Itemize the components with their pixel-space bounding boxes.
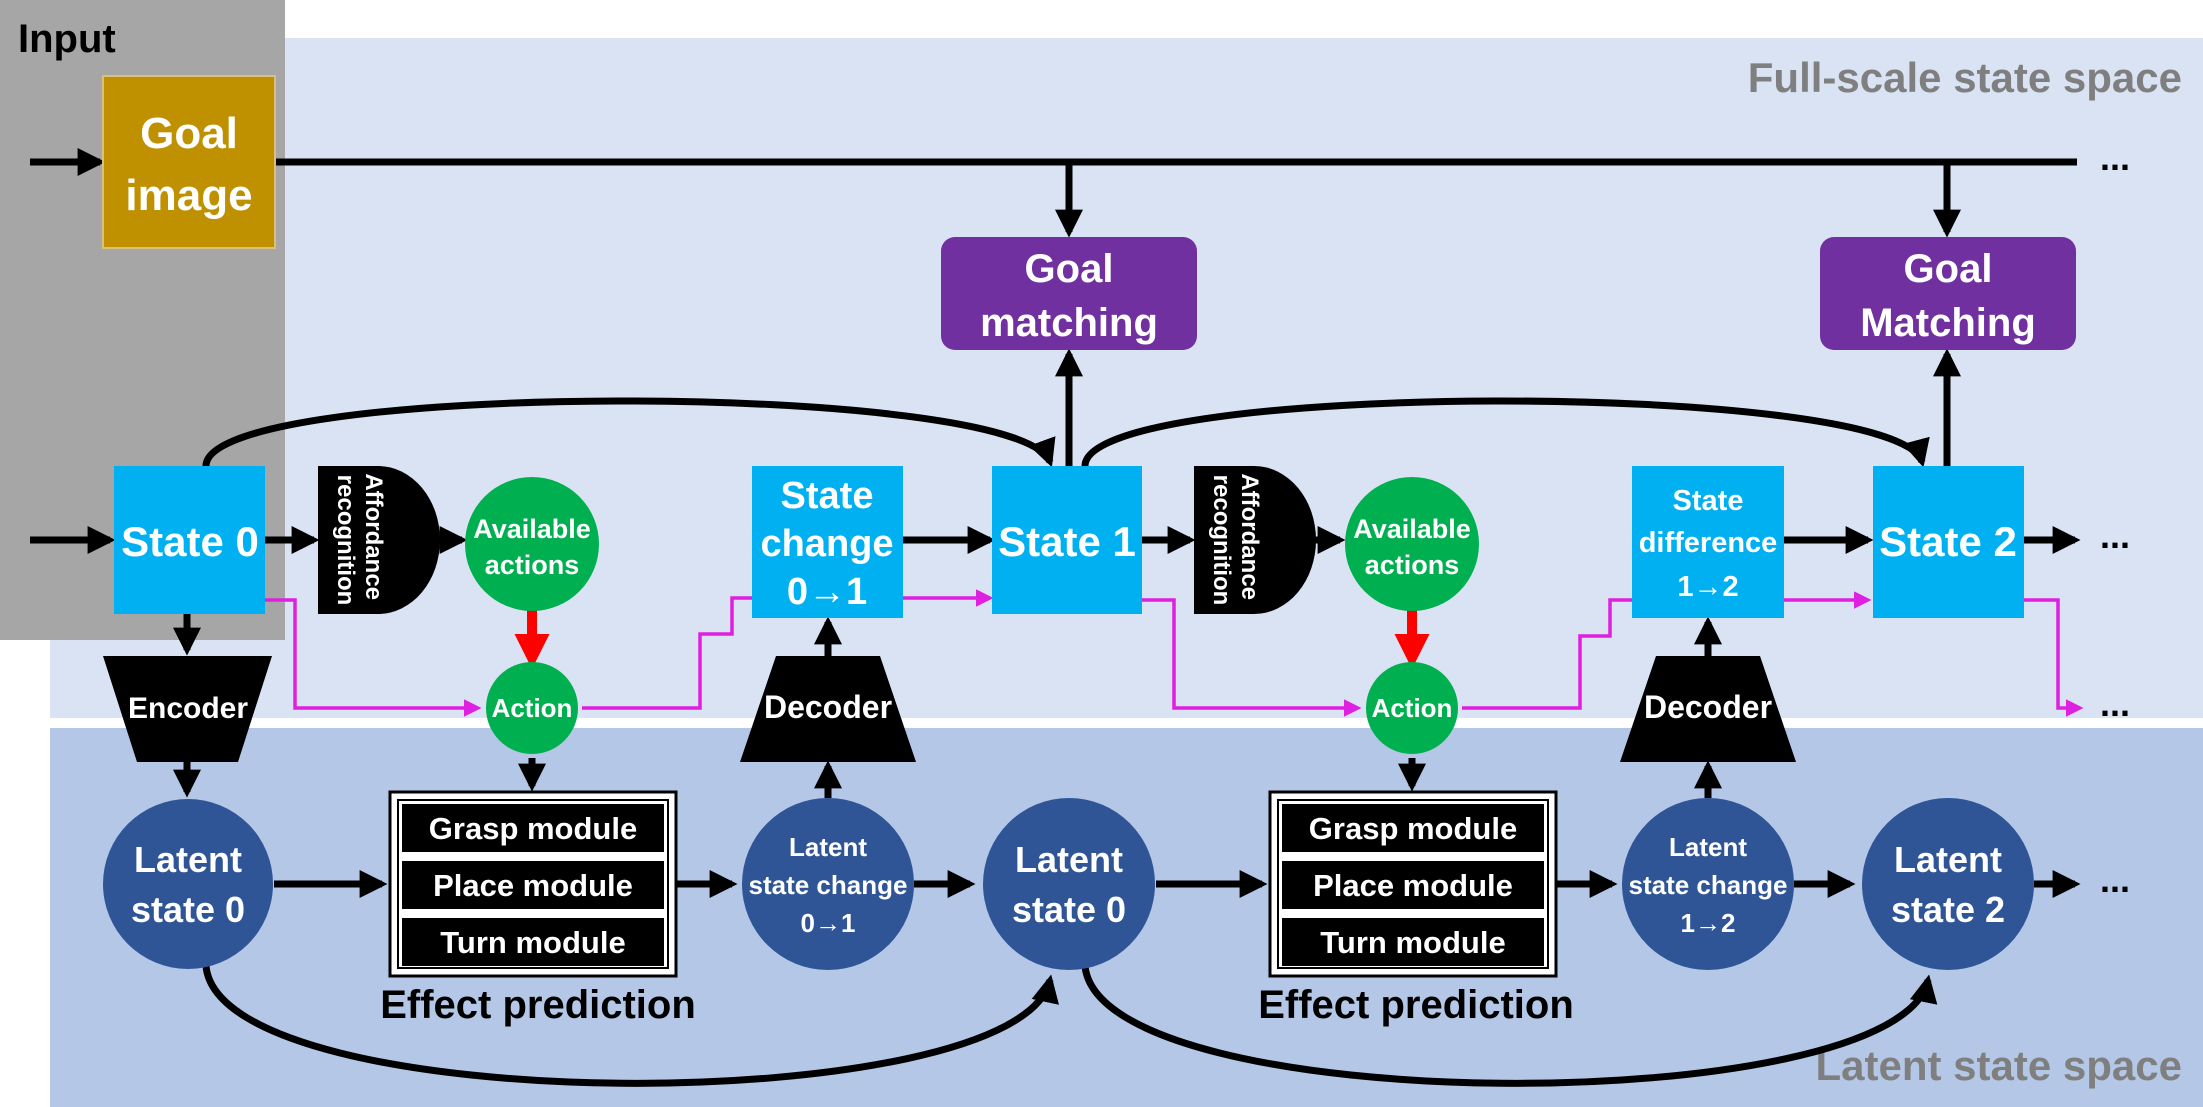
- svg-text:Goal: Goal: [140, 109, 238, 158]
- ellipsis-latent: ...: [2100, 859, 2130, 900]
- latent-change-node-1: Latent state change 0→1: [742, 798, 914, 970]
- grasp-module-1: [402, 804, 664, 852]
- svg-text:0→1: 0→1: [787, 571, 867, 613]
- svg-text:actions: actions: [485, 550, 580, 580]
- svg-text:Action: Action: [1372, 693, 1453, 723]
- svg-text:Latent: Latent: [134, 839, 242, 880]
- svg-text:1→2: 1→2: [1681, 908, 1736, 938]
- ellipsis-goal: ...: [2100, 137, 2130, 178]
- svg-text:Grasp module: Grasp module: [1309, 811, 1517, 846]
- grasp-module-2: [1282, 804, 1544, 852]
- latent-state2-node: Latent state 2: [1862, 798, 2034, 970]
- available-actions-node-2: Available actions: [1345, 477, 1479, 611]
- effect-prediction-group-2: Grasp module Place module Turn module Ef…: [1258, 790, 1574, 1027]
- svg-text:Goal: Goal: [1904, 247, 1993, 291]
- arc-latent0-latent0b: [202, 965, 1059, 1087]
- arc-state0-state1: [202, 397, 1056, 468]
- svg-text:Turn module: Turn module: [1320, 925, 1505, 960]
- latent-space-label: Latent state space: [1816, 1042, 2182, 1089]
- svg-text:state change: state change: [749, 870, 908, 900]
- state2-node: State 2: [1873, 466, 2024, 618]
- arc-state1-state2: [1081, 397, 1930, 468]
- goal-image-node: Goal image: [102, 75, 276, 249]
- available-actions-node-1: Available actions: [465, 477, 599, 611]
- svg-text:actions: actions: [1365, 550, 1460, 580]
- place-module-2: [1282, 861, 1544, 909]
- full-scale-label: Full-scale state space: [1748, 54, 2182, 101]
- svg-text:Turn module: Turn module: [440, 925, 625, 960]
- svg-text:State 1: State 1: [998, 518, 1136, 565]
- svg-text:state 0: state 0: [1012, 889, 1126, 930]
- svg-text:change: change: [760, 523, 893, 565]
- svg-text:State: State: [1673, 485, 1744, 517]
- svg-text:Affordance recognition: Affordance recognition: [1208, 473, 1263, 606]
- decoder-node-1: Decoder: [740, 656, 916, 762]
- goal-matching-node-1: Goal matching: [941, 237, 1197, 350]
- effect-prediction-label-1: Effect prediction: [380, 983, 696, 1027]
- latent-state0-node: Latent state 0: [103, 799, 273, 969]
- magenta-state0-action: [265, 598, 482, 717]
- effect-prediction-label-2: Effect prediction: [1258, 983, 1574, 1027]
- turn-module-1: [402, 918, 664, 966]
- svg-text:difference: difference: [1639, 527, 1778, 559]
- svg-text:Decoder: Decoder: [764, 689, 892, 725]
- ellipsis-magenta: ...: [2100, 683, 2130, 724]
- arc-latent0b-latent2: [1081, 965, 1938, 1087]
- svg-text:0→1: 0→1: [801, 908, 856, 938]
- input-label: Input: [18, 17, 116, 61]
- magenta-state2-out: [2024, 598, 2084, 717]
- turn-module-2: [1282, 918, 1544, 966]
- goal-matching-node-2: Goal Matching: [1820, 237, 2076, 350]
- svg-text:state change: state change: [1629, 870, 1788, 900]
- svg-text:Matching: Matching: [1860, 301, 2036, 345]
- svg-text:Latent: Latent: [1669, 832, 1747, 862]
- svg-text:Encoder: Encoder: [128, 692, 248, 725]
- latent-change-node-2: Latent state change 1→2: [1622, 798, 1794, 970]
- magenta-state1-action: [1142, 598, 1362, 717]
- svg-text:State 0: State 0: [121, 518, 259, 565]
- affordance-node-2: Affordance recognition: [1194, 466, 1316, 614]
- effect-prediction-group-1: Grasp module Place module Turn module Ef…: [380, 790, 696, 1027]
- svg-text:Latent: Latent: [1894, 839, 2002, 880]
- svg-text:image: image: [125, 171, 252, 220]
- latent-state0b-node: Latent state 0: [983, 798, 1155, 970]
- svg-text:State 2: State 2: [1879, 518, 2017, 565]
- svg-text:Place module: Place module: [433, 868, 633, 903]
- place-module-1: [402, 861, 664, 909]
- decoder-node-2: Decoder: [1620, 656, 1796, 762]
- ellipsis-state: ...: [2100, 515, 2130, 556]
- affordance-node-1: Affordance recognition: [318, 466, 440, 614]
- svg-text:Latent: Latent: [789, 832, 867, 862]
- svg-text:Latent: Latent: [1015, 839, 1123, 880]
- svg-text:Goal: Goal: [1025, 247, 1114, 291]
- state-difference-node: State difference 1→2: [1632, 466, 1784, 618]
- action-node-1: Action: [486, 662, 578, 754]
- state0-node: State 0: [114, 466, 265, 614]
- svg-text:Available: Available: [473, 514, 591, 544]
- svg-text:Affordance recognition: Affordance recognition: [332, 473, 387, 606]
- svg-text:1→2: 1→2: [1677, 571, 1738, 603]
- svg-text:Grasp module: Grasp module: [429, 811, 637, 846]
- svg-text:State: State: [781, 475, 874, 517]
- svg-text:Available: Available: [1353, 514, 1471, 544]
- state1-node: State 1: [992, 466, 1142, 614]
- action-node-2: Action: [1366, 662, 1458, 754]
- svg-text:matching: matching: [980, 301, 1158, 345]
- svg-text:state 2: state 2: [1891, 889, 2005, 930]
- svg-text:Decoder: Decoder: [1644, 689, 1772, 725]
- state-change-node: State change 0→1: [752, 466, 903, 618]
- svg-text:Place module: Place module: [1313, 868, 1513, 903]
- svg-text:Action: Action: [492, 693, 573, 723]
- encoder-node: Encoder: [103, 656, 272, 762]
- svg-text:state 0: state 0: [131, 889, 245, 930]
